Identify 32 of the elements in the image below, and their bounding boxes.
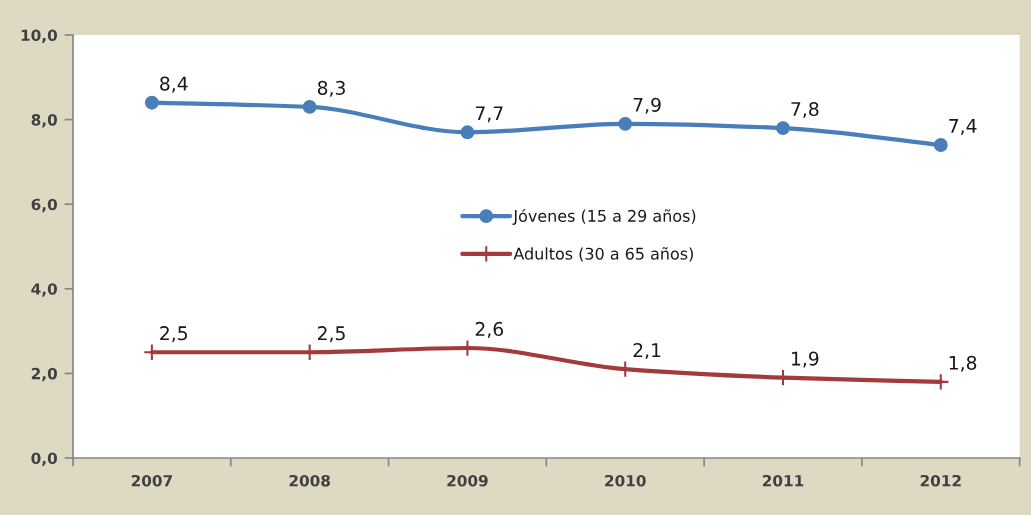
x-tick-label: 2008 (289, 474, 330, 487)
x-tick-label: 2010 (605, 474, 646, 487)
y-tick-label: 10,0 (21, 29, 57, 43)
data-label: 1,9 (792, 351, 819, 368)
point (144, 95, 159, 110)
data-label: 8,4 (160, 76, 188, 93)
x-tick-label: 2009 (447, 474, 488, 487)
data-label: 2,5 (160, 326, 188, 343)
data-label: 7,8 (791, 101, 819, 119)
point (302, 99, 317, 114)
y-tick-label: 0,0 (31, 452, 57, 466)
y-tick-label: 8,0 (31, 114, 57, 128)
legend-label: Adultos (30 a 65 años) (513, 247, 693, 262)
x-tick-label: 2012 (920, 474, 961, 487)
y-tick-label: 6,0 (31, 198, 57, 213)
data-label: 2,6 (475, 321, 504, 338)
x-tick-label: 2007 (131, 474, 172, 487)
data-label: 2,1 (633, 343, 661, 360)
data-label: 2,5 (317, 326, 345, 343)
data-label: 7,4 (949, 119, 977, 135)
data-label: 1,8 (949, 355, 977, 372)
legend-label: Jóvenes (15 a 29 años) (512, 208, 696, 225)
point (776, 121, 790, 136)
y-tick-label: 4,0 (31, 283, 57, 297)
data-label: 7,9 (633, 97, 661, 114)
x-tick-label: 2011 (762, 474, 804, 487)
data-label: 7,7 (475, 106, 503, 123)
point (618, 116, 633, 131)
point (933, 138, 948, 152)
y-tick-label: 2,0 (31, 367, 57, 382)
point (460, 125, 475, 140)
data-label: 8,3 (317, 80, 345, 97)
